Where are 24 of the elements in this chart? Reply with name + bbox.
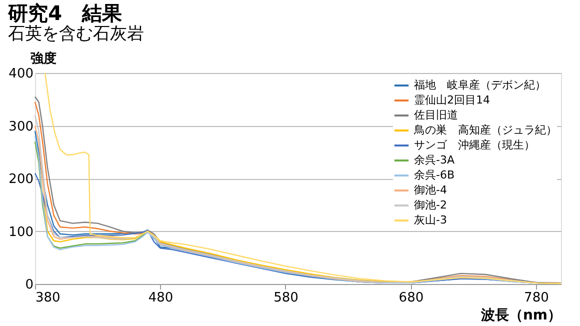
legend-label: 佐目旧道 — [414, 108, 458, 122]
x-tick-label: 480 — [148, 290, 174, 306]
y-tick-label: 200 — [8, 172, 34, 187]
chart-title: 研究4 結果 — [7, 1, 124, 25]
legend-label: 鳥の巣 高知産（ジュラ紀） — [413, 124, 557, 136]
x-axis-title: 波長（nm） — [480, 308, 562, 324]
chart-subtitle: 石英を含む石灰岩 — [8, 24, 144, 44]
legend-label: 御池-2 — [414, 198, 447, 212]
y-tick-label: 400 — [8, 66, 34, 82]
x-tick-label: 380 — [36, 290, 60, 306]
legend-label: サンゴ 沖縄産（現生） — [414, 138, 535, 152]
y-tick-label: 0 — [25, 278, 34, 292]
x-tick-label: 580 — [274, 290, 298, 306]
y-tick-label: 300 — [8, 119, 34, 134]
legend-label: 余呉-3A — [414, 154, 455, 166]
legend-label: 霊仙山2回目14 — [414, 94, 490, 106]
legend-label: 御池-4 — [414, 184, 447, 196]
y-axis-title: 強度 — [30, 50, 56, 66]
legend-label: 灰山-3 — [414, 214, 447, 226]
y-tick-label: 100 — [8, 224, 34, 240]
x-tick-label: 780 — [524, 290, 549, 306]
legend-label: 福地 岐阜産（デボン紀） — [414, 78, 546, 92]
x-tick-label: 680 — [398, 290, 424, 306]
legend-label: 余呉-6B — [414, 168, 455, 182]
